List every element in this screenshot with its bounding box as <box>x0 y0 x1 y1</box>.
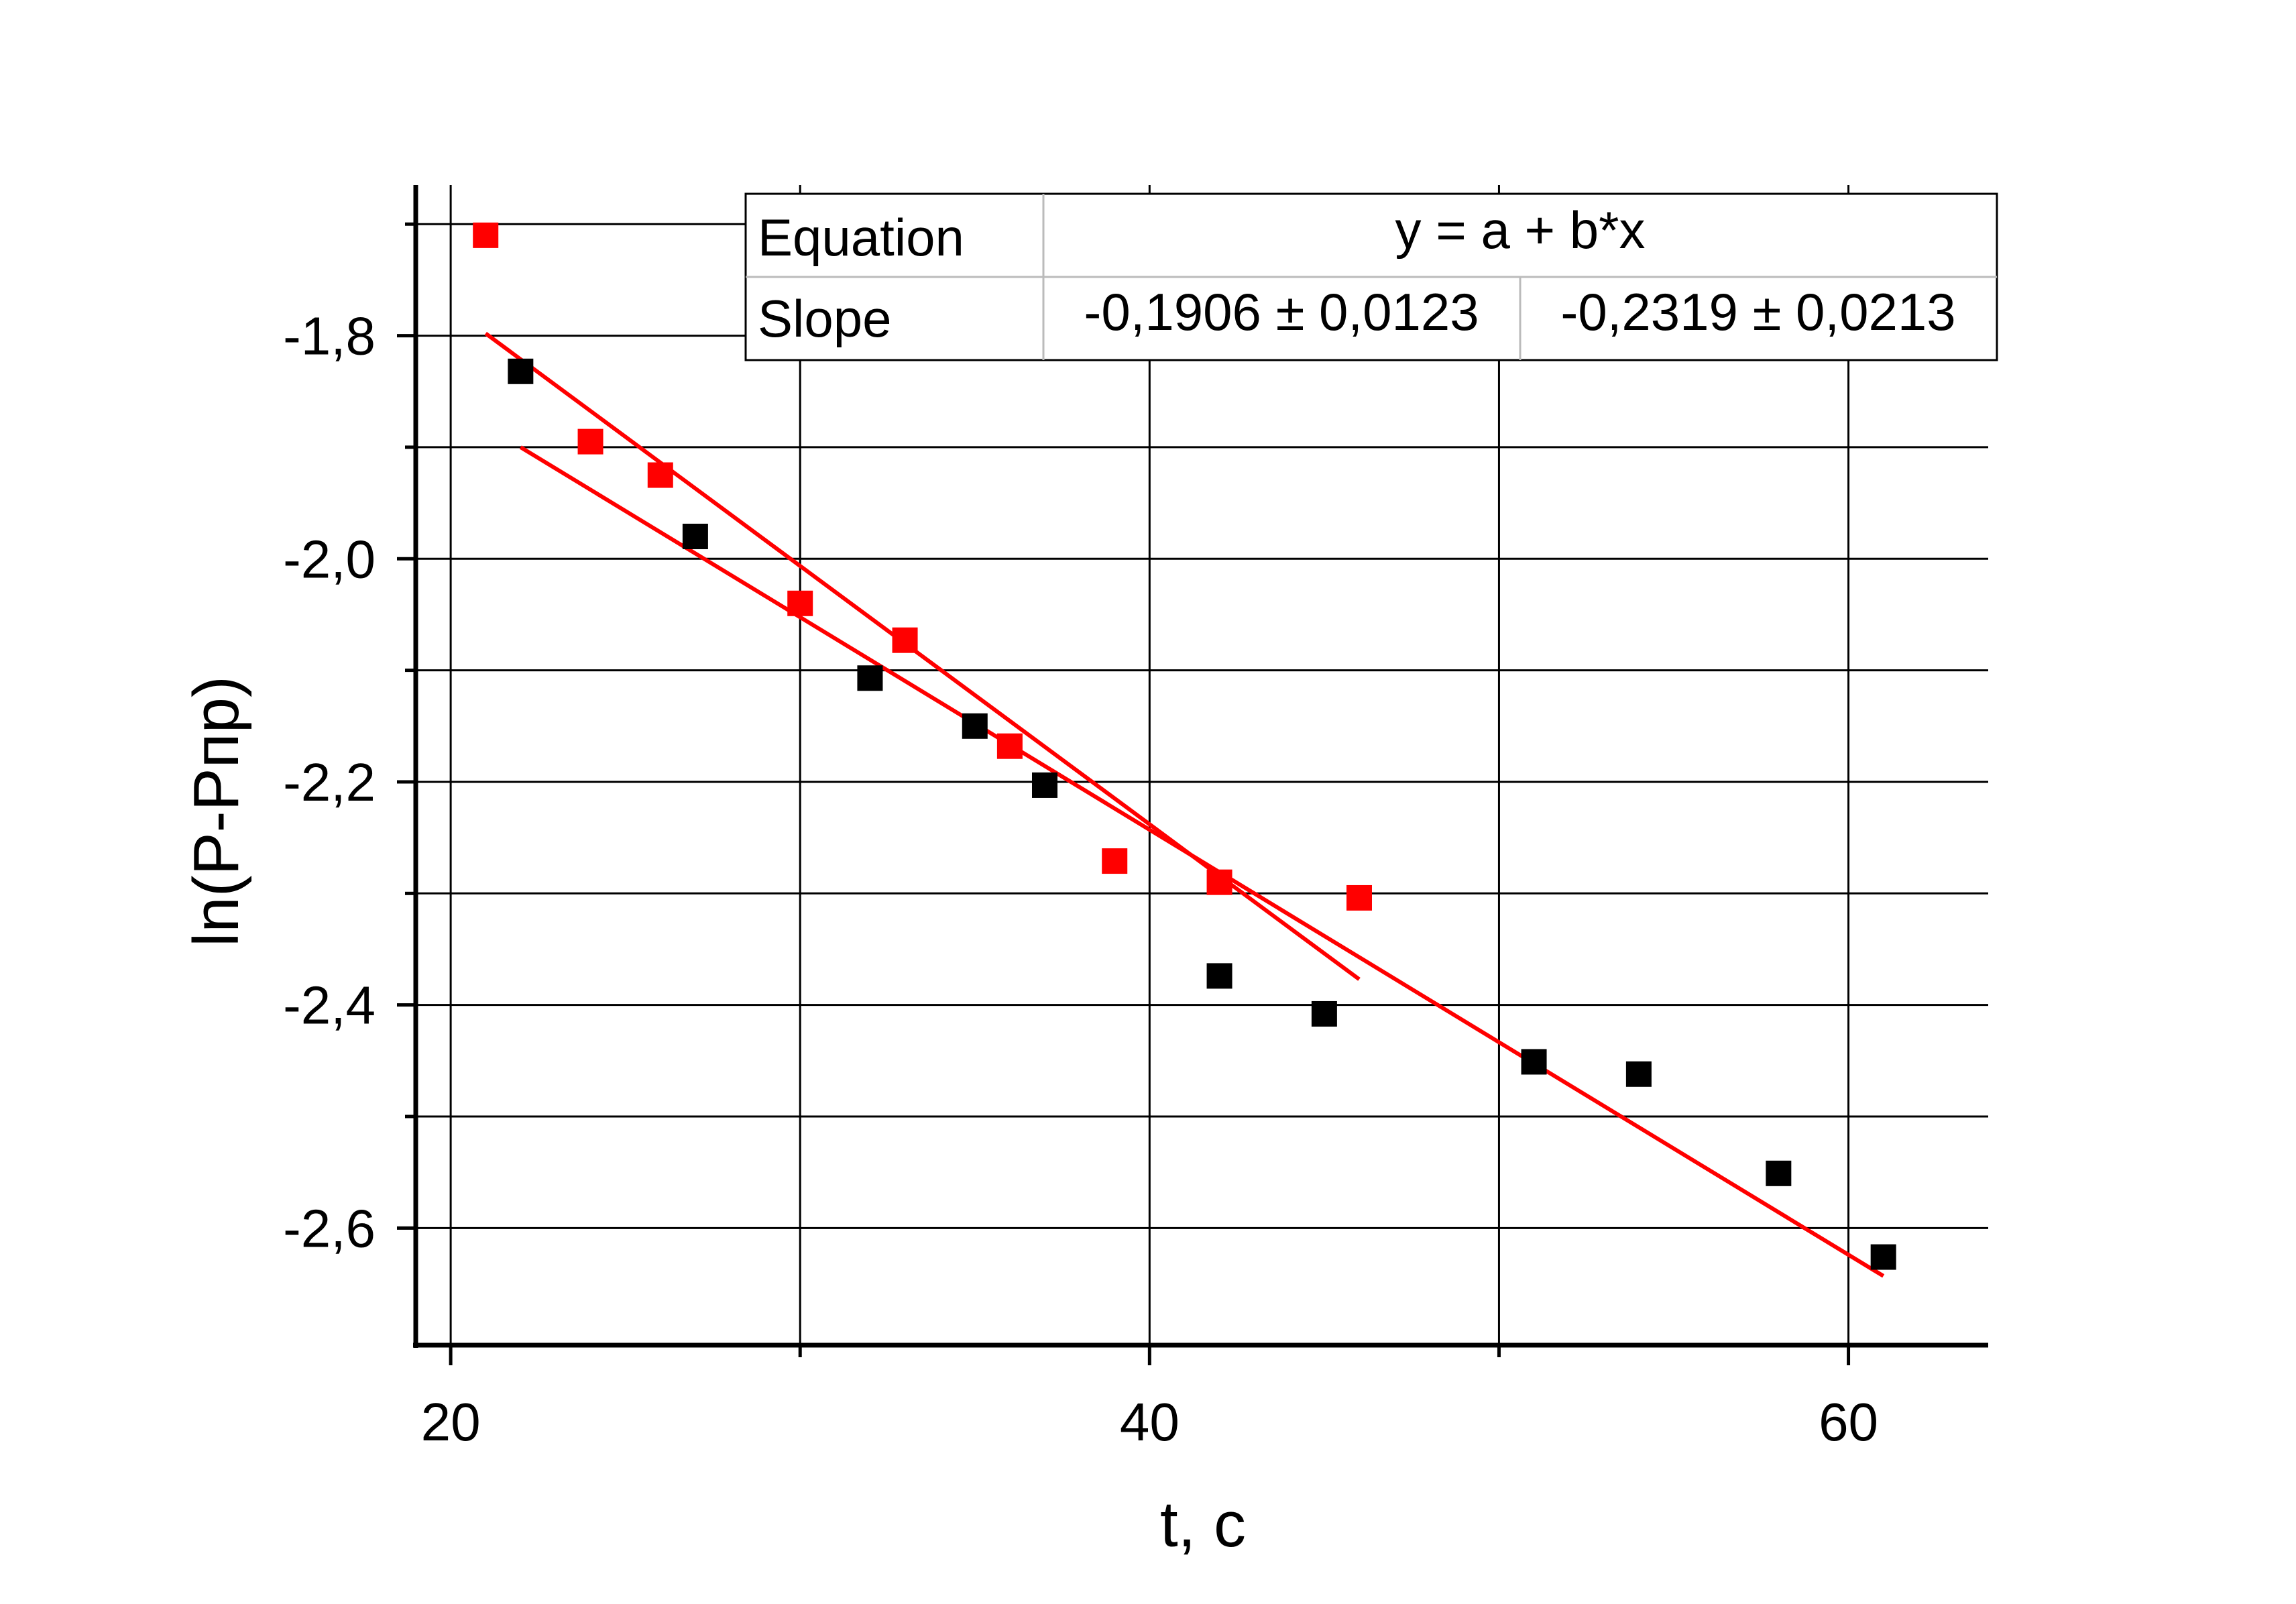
data-point-series-1 <box>787 590 813 616</box>
table-equation-value: y = a + b*x <box>1395 200 1646 260</box>
table-slope-value-red: -0,2319 ± 0,0213 <box>1560 282 1955 341</box>
y-tick-label: -2,0 <box>283 529 376 589</box>
y-tick-label: -2,2 <box>283 752 376 812</box>
data-point-series-2 <box>1032 772 1057 798</box>
table-slope-label: Slope <box>758 289 892 348</box>
data-point-series-2 <box>682 523 708 549</box>
fit-results-table: Equation y = a + b*x Slope -0,1906 ± 0,0… <box>744 192 1998 361</box>
data-point-series-1 <box>1206 869 1232 895</box>
fit-lines <box>484 331 1885 1278</box>
y-tick-label: -2,4 <box>283 976 376 1035</box>
data-point-series-2 <box>1521 1049 1547 1075</box>
x-tick-label: 60 <box>1819 1392 1878 1452</box>
data-point-series-2 <box>1766 1160 1792 1186</box>
data-point-series-1 <box>1346 884 1372 911</box>
data-point-series-2 <box>1311 1000 1337 1027</box>
data-point-series-2 <box>1870 1244 1896 1270</box>
data-point-series-2 <box>1206 963 1232 989</box>
data-points <box>473 222 1896 1270</box>
data-point-series-1 <box>473 222 499 248</box>
x-axis-title: t, c <box>1160 1489 1246 1560</box>
data-point-series-1 <box>892 627 918 653</box>
x-tick-label: 20 <box>421 1392 481 1452</box>
axes: -1,8 -2,0 -2,2 -2,4 -2,6 20 40 60 <box>283 185 1988 1452</box>
data-point-series-1 <box>996 733 1023 759</box>
y-tick-label: -1,8 <box>283 306 376 366</box>
data-point-series-1 <box>1102 848 1128 874</box>
data-point-series-1 <box>647 462 673 488</box>
y-axis-title: ln(P-Pпр) <box>180 676 252 947</box>
data-point-series-2 <box>1625 1061 1652 1087</box>
data-point-series-2 <box>508 358 534 384</box>
fit-line-series-2 <box>519 445 1885 1278</box>
data-point-series-2 <box>962 713 988 739</box>
y-tick-label: -2,6 <box>283 1198 376 1258</box>
x-tick-label: 40 <box>1120 1392 1180 1452</box>
table-slope-value-black: -0,1906 ± 0,0123 <box>1084 282 1479 341</box>
table-equation-label: Equation <box>758 208 964 267</box>
data-point-series-1 <box>577 428 604 455</box>
data-point-series-2 <box>857 665 883 691</box>
